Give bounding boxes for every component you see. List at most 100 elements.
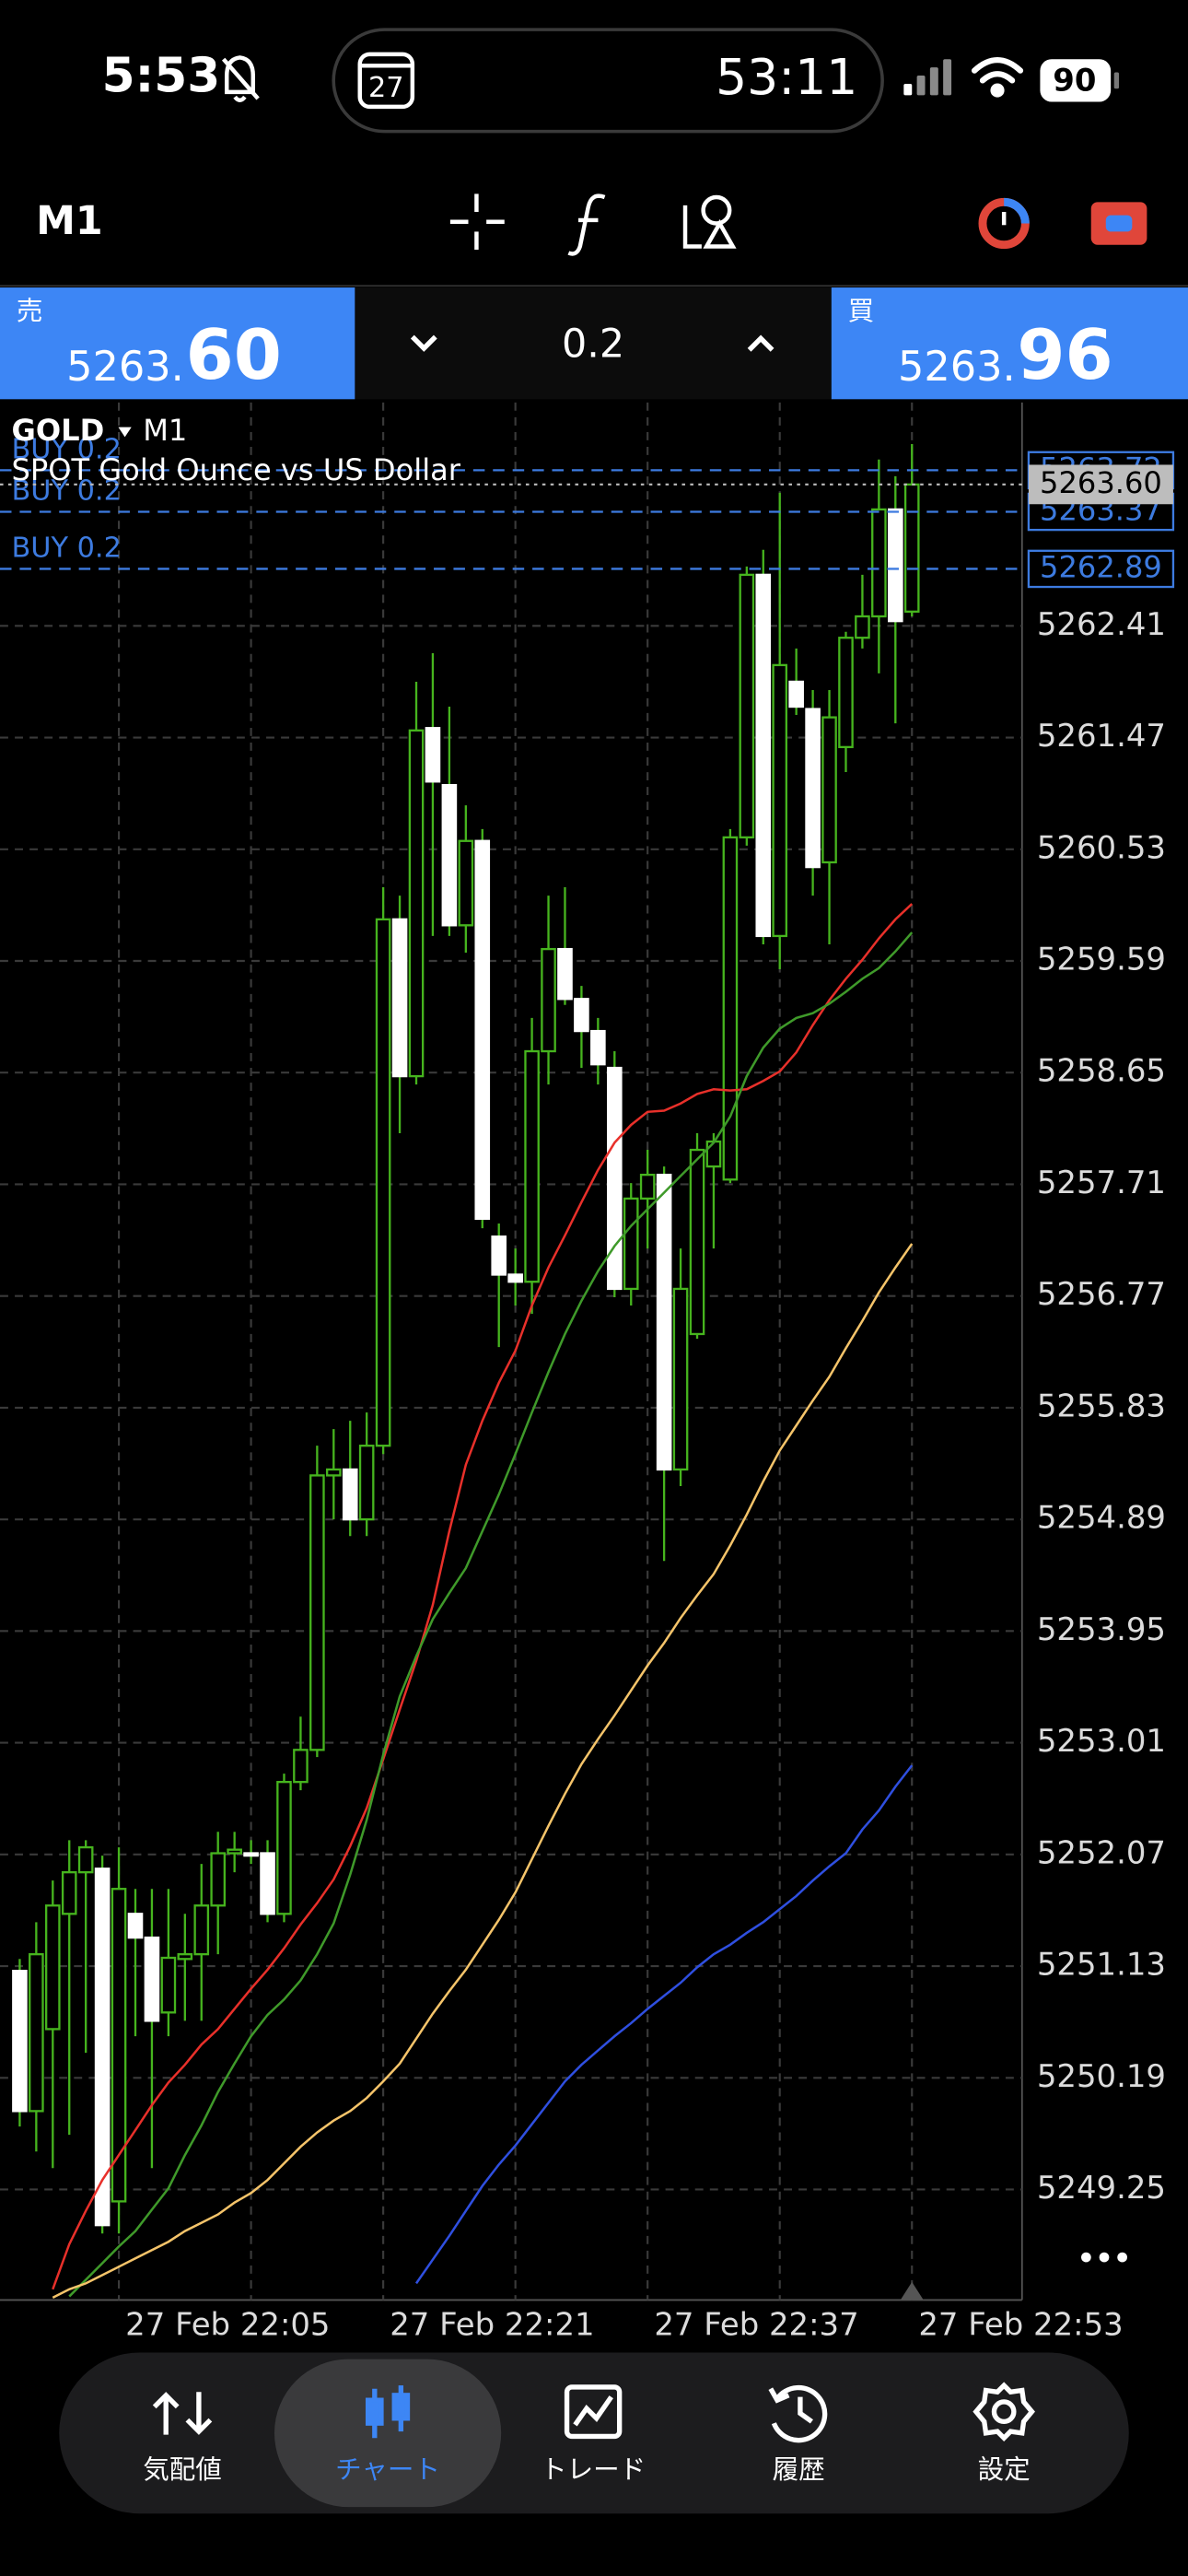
candle-body [260,1852,275,1915]
x-tick-label: 27 Feb 22:05 [125,2306,330,2342]
candle-body [227,1848,242,1855]
calendar-icon: 27 [357,52,415,110]
candle-body [524,1049,540,1283]
quotes-icon[interactable] [152,2392,213,2435]
lot-size[interactable]: 0.2 [562,322,624,368]
candle-body [656,1173,672,1471]
candle-body [12,1970,28,2113]
plot-area [12,444,920,2299]
crosshair-button[interactable] [449,193,505,251]
sell-price-big: 60 [186,314,282,395]
candle-body [61,1870,77,1915]
candle-body [309,1474,325,1751]
moving-average-line [414,1764,914,2285]
candle-body [639,1173,656,1200]
candle-body [425,727,441,783]
candle-body [574,998,589,1033]
buy-price-big: 96 [1017,314,1112,395]
candle-body [111,1888,127,2203]
order-label: BUY 0.2 [11,433,121,465]
tab-label[interactable]: 履歴 [773,2454,825,2485]
y-tick-label: 5260.53 [1037,829,1166,865]
clock: 5:53 [102,49,221,104]
bid-price-label: 5263.60 [1040,465,1162,500]
buy-button[interactable] [831,287,1188,400]
x-tick-label: 27 Feb 22:37 [654,2306,858,2342]
chart-layer: 5249.25 5250.19 5251.13 5252.07 5253.01 5253.… [0,402,1175,2342]
candle-body [541,947,556,1053]
tab-label[interactable]: トレード [541,2454,646,2485]
candle-body [144,1936,160,2022]
calendar-day: 27 [368,72,404,104]
candle-body [375,918,391,1447]
more-button[interactable] [1081,2252,1127,2263]
y-tick-label: 5258.65 [1037,1053,1166,1089]
live-timer: 53:11 [716,48,857,106]
tab-label[interactable]: チャート [335,2454,440,2485]
candle-body [855,615,870,639]
candle-body [342,1468,358,1521]
candle-body [772,663,788,938]
trade-icon[interactable] [564,2384,623,2440]
wifi-icon [971,56,1024,98]
y-tick-label: 5261.47 [1037,718,1166,754]
history-icon[interactable] [768,2384,828,2443]
objects-button[interactable] [682,194,737,249]
candle-body [293,1749,309,1784]
trade-button[interactable] [1090,202,1147,245]
candle-body [210,1852,227,1907]
x-tick-label: 27 Feb 22:21 [390,2306,594,2342]
y-tick-label: 5254.89 [1037,1500,1166,1536]
candle-body [607,1066,623,1291]
y-tick-label: 5255.83 [1037,1388,1166,1423]
y-tick-label: 5253.95 [1037,1611,1166,1647]
candle-body [441,783,458,927]
y-tick-label: 5259.59 [1037,942,1166,978]
y-tick-label: 5257.71 [1037,1165,1166,1200]
candle-body [326,1468,342,1477]
indicators-button[interactable] [567,193,606,256]
symbol-dropdown[interactable] [118,427,132,438]
candle-body [705,1140,722,1168]
candle-body [507,1273,523,1283]
candle-body [838,637,854,749]
order-label: BUY 0.2 [11,475,121,508]
tab-label[interactable]: 気配値 [143,2454,222,2485]
candle-body [160,1956,177,2014]
candle-body [888,508,903,623]
symbol[interactable]: GOLD [11,413,104,448]
shift-marker [900,2281,924,2301]
chart-icon[interactable] [365,2385,411,2439]
candle-body [474,839,491,1221]
buy-price-main: 5263. [898,343,1016,391]
moving-average-line [52,903,914,2290]
candle-body [821,716,837,864]
tab-label[interactable]: 設定 [978,2454,1031,2485]
bid-price-box [1028,464,1173,505]
candle-body [193,1904,210,1956]
sell-button[interactable] [0,287,355,400]
candle-body [672,1287,689,1471]
candle-body [44,1904,61,2031]
bell-slash-icon [221,55,260,102]
candle-body [127,1913,144,1939]
y-tick-label: 5256.77 [1037,1276,1166,1312]
y-tick-label: 5250.19 [1037,2058,1166,2094]
lot-decrease[interactable] [410,334,437,352]
candle-body [29,1952,44,2113]
candle-body [689,1148,705,1336]
candle-body [590,1029,606,1066]
candle-body [243,1852,259,1857]
candle-body [788,680,804,708]
lot-increase[interactable] [747,334,775,352]
candle-body [94,1868,111,2227]
candle-body [623,1197,639,1291]
timeframe-button[interactable]: M1 [36,198,102,244]
battery-level: 90 [1053,63,1096,99]
one-click-trading-button[interactable] [978,197,1030,250]
y-tick-label: 5249.25 [1037,2170,1166,2206]
order-price-box [1027,549,1175,589]
y-tick-label: 5252.07 [1037,1834,1166,1870]
settings-icon[interactable] [973,2382,1035,2441]
